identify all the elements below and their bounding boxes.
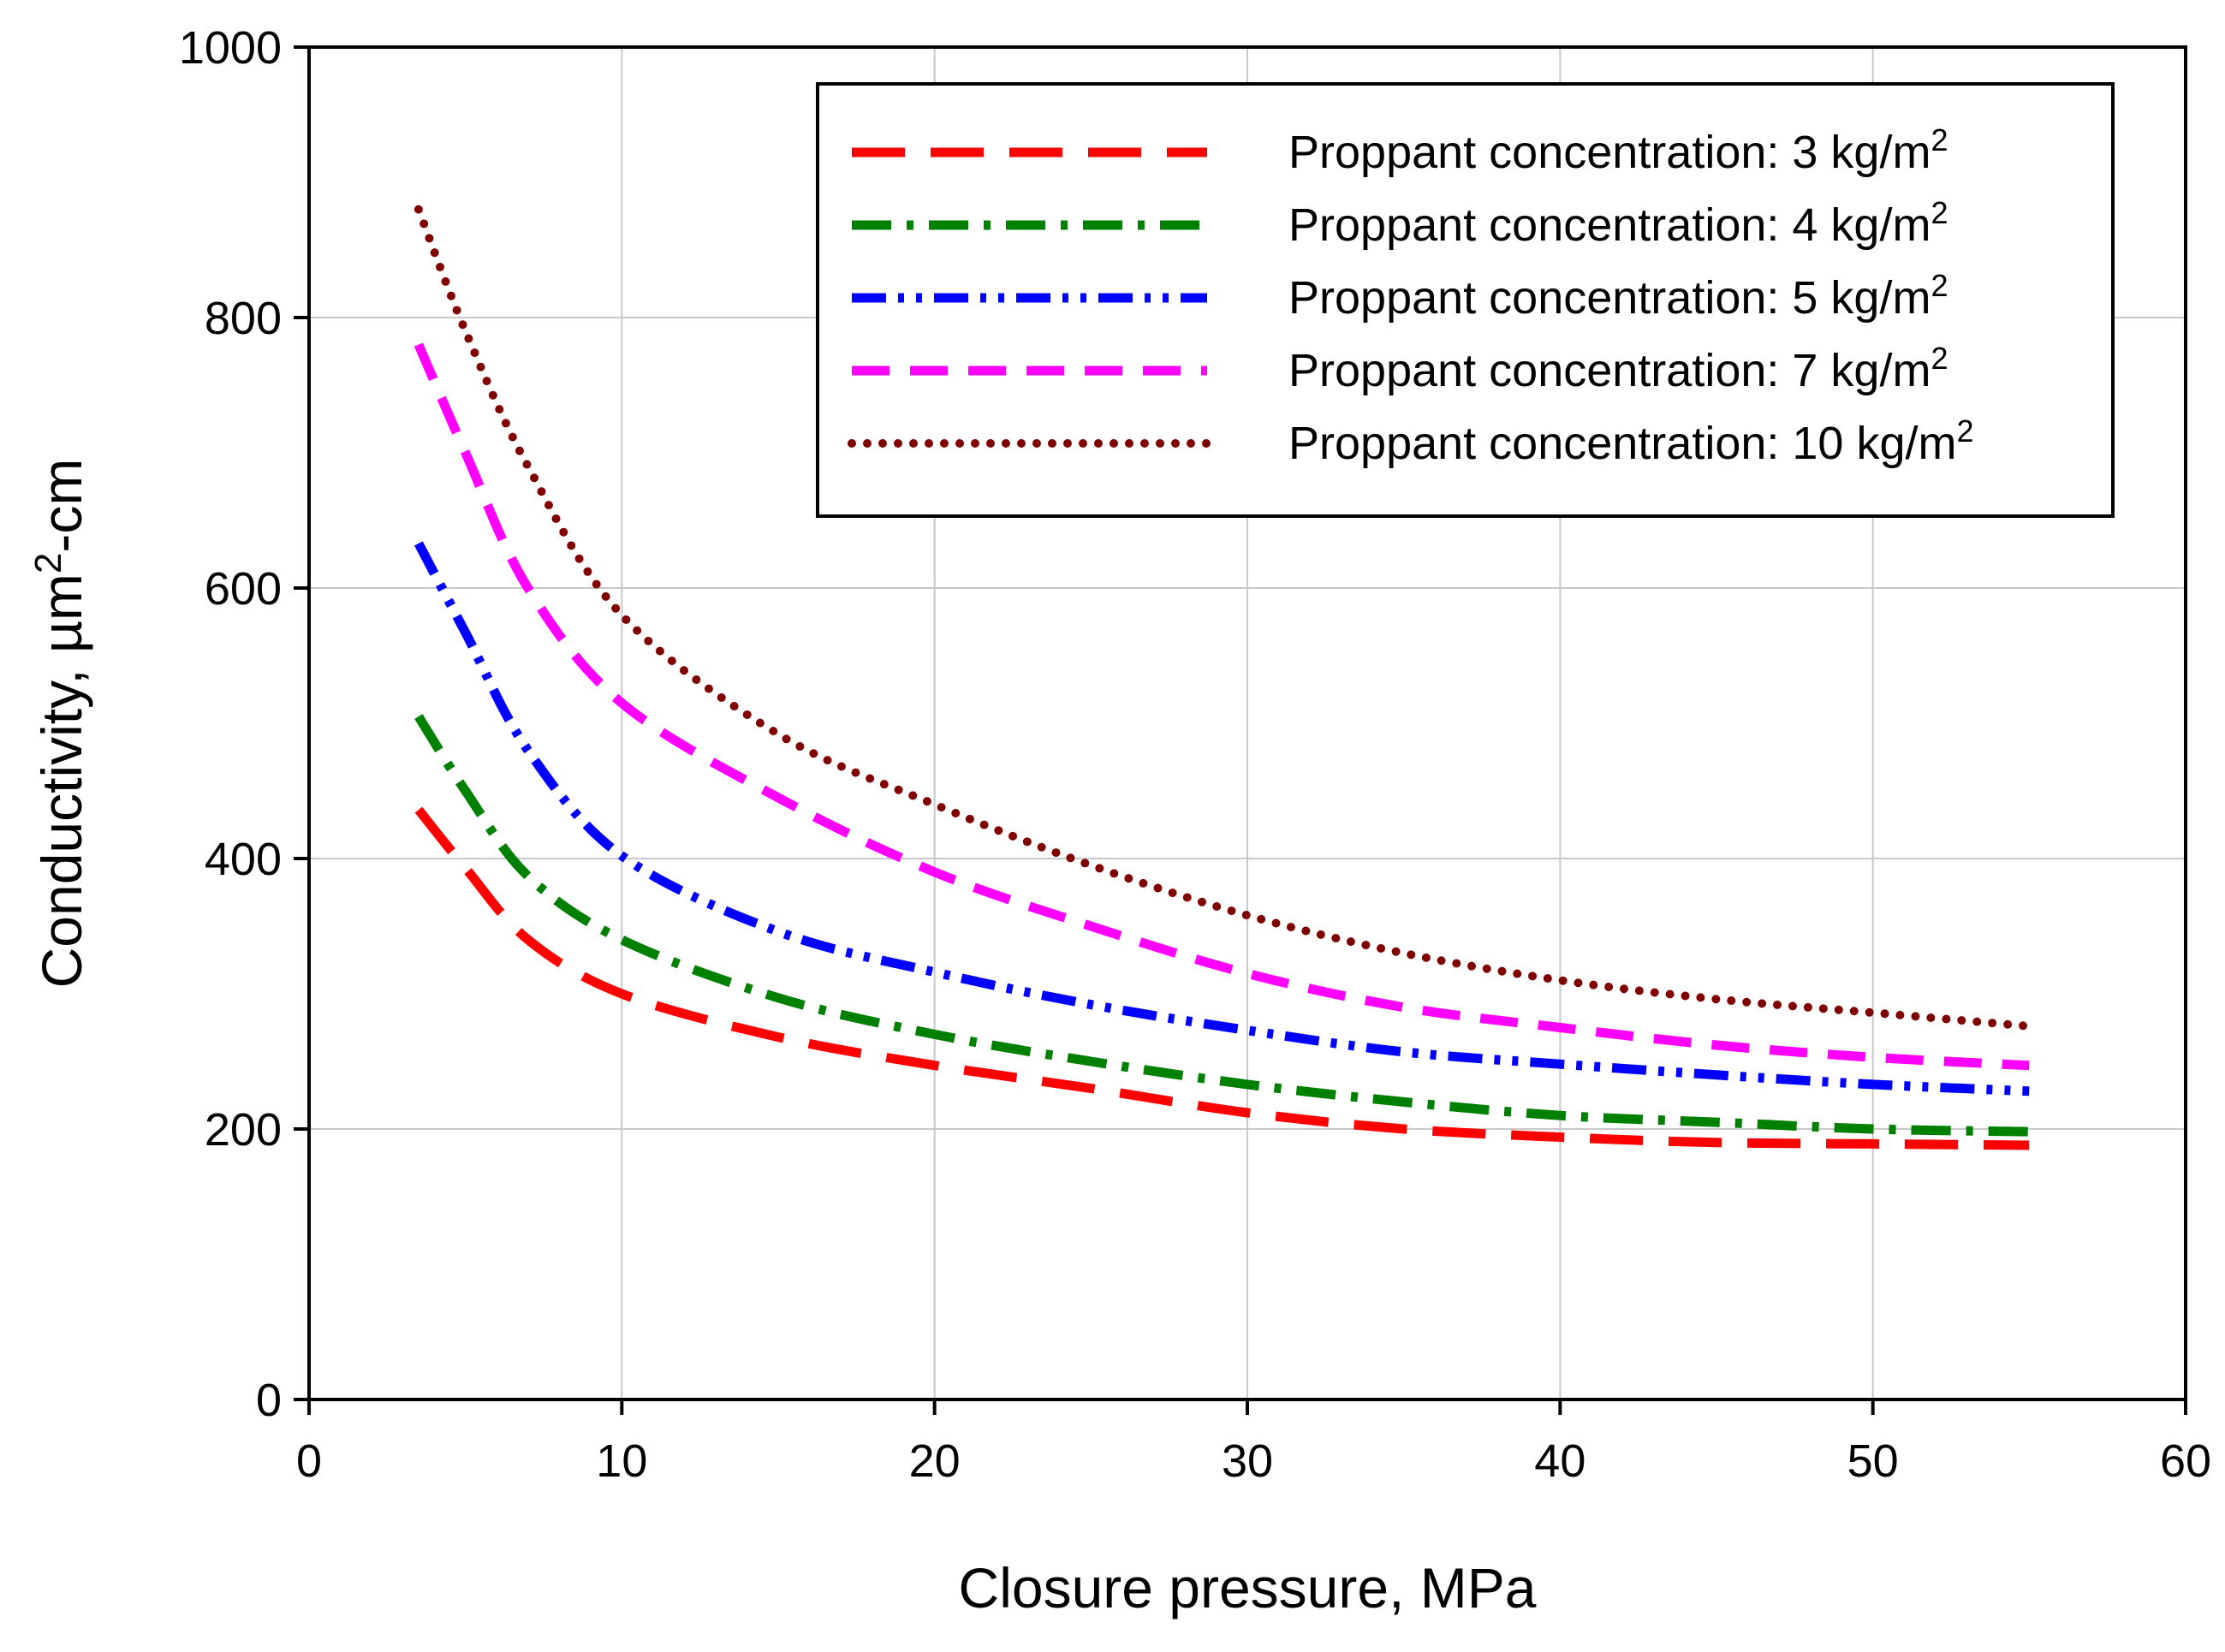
legend-label-sup: 2 (1931, 195, 1948, 230)
legend-label-text: Proppant concentration: 7 kg/m (1288, 345, 1931, 396)
series-line-5 (413, 205, 2034, 1031)
x-tick-label: 50 (1847, 1435, 1899, 1487)
legend-label-text: Proppant concentration: 3 kg/m (1288, 127, 1931, 178)
axis-ticks (294, 45, 2187, 1415)
y-tick-label: 1000 (179, 22, 282, 74)
x-tick-label: 20 (909, 1435, 961, 1487)
series-line-4 (413, 342, 2030, 1071)
x-axis-title: Closure pressure, MPa (959, 1556, 1537, 1619)
y-tick-label: 600 (205, 563, 282, 615)
y-tick-label: 0 (256, 1375, 282, 1426)
series-line-2 (414, 714, 2030, 1137)
y-tick-label: 400 (205, 834, 282, 885)
y-axis-title-sup: 2 (27, 553, 69, 573)
legend-label-sup: 2 (1956, 413, 1973, 449)
x-tick-label: 60 (2160, 1435, 2211, 1487)
legend-item: Proppant concentration: 4 kg/m2 (852, 195, 1948, 252)
legend-label: Proppant concentration: 7 kg/m2 (1288, 341, 1948, 397)
legend-label: Proppant concentration: 3 kg/m2 (1288, 122, 1948, 179)
x-tick-label: 40 (1534, 1435, 1585, 1487)
legend-label: Proppant concentration: 5 kg/m2 (1288, 268, 1948, 324)
legend-label-sup: 2 (1931, 341, 1948, 376)
legend-label: Proppant concentration: 4 kg/m2 (1288, 195, 1948, 252)
legend-label-sup: 2 (1931, 122, 1948, 157)
series-line-1 (414, 806, 2030, 1150)
legend-label-text: Proppant concentration: 5 kg/m (1288, 272, 1931, 324)
x-tick-label: 0 (296, 1435, 322, 1487)
series-lines (413, 205, 2034, 1150)
x-tick-label: 30 (1222, 1435, 1273, 1487)
legend-item: Proppant concentration: 10 kg/m2 (848, 413, 1974, 470)
legend: Proppant concentration: 3 kg/m2Proppant … (816, 82, 2115, 518)
legend-item: Proppant concentration: 3 kg/m2 (852, 122, 1948, 179)
x-tick-label: 10 (596, 1435, 647, 1487)
y-tick-label: 200 (205, 1104, 282, 1156)
y-tick-label: 800 (205, 293, 282, 344)
y-axis-title: Conductivity, µm2-cm (27, 459, 94, 989)
legend-label: Proppant concentration: 10 kg/m2 (1288, 413, 1974, 470)
y-axis-title-suffix: -cm (30, 459, 93, 553)
series-line-3 (414, 541, 2030, 1096)
legend-label-text: Proppant concentration: 10 kg/m (1288, 418, 1956, 469)
legend-items: Proppant concentration: 3 kg/m2Proppant … (848, 122, 1974, 470)
legend-item: Proppant concentration: 5 kg/m2 (852, 268, 1948, 324)
y-axis-title-prefix: Conductivity, µm (30, 573, 93, 988)
legend-item: Proppant concentration: 7 kg/m2 (852, 341, 1948, 397)
legend-label-text: Proppant concentration: 4 kg/m (1288, 199, 1931, 251)
legend-label-sup: 2 (1931, 268, 1948, 303)
